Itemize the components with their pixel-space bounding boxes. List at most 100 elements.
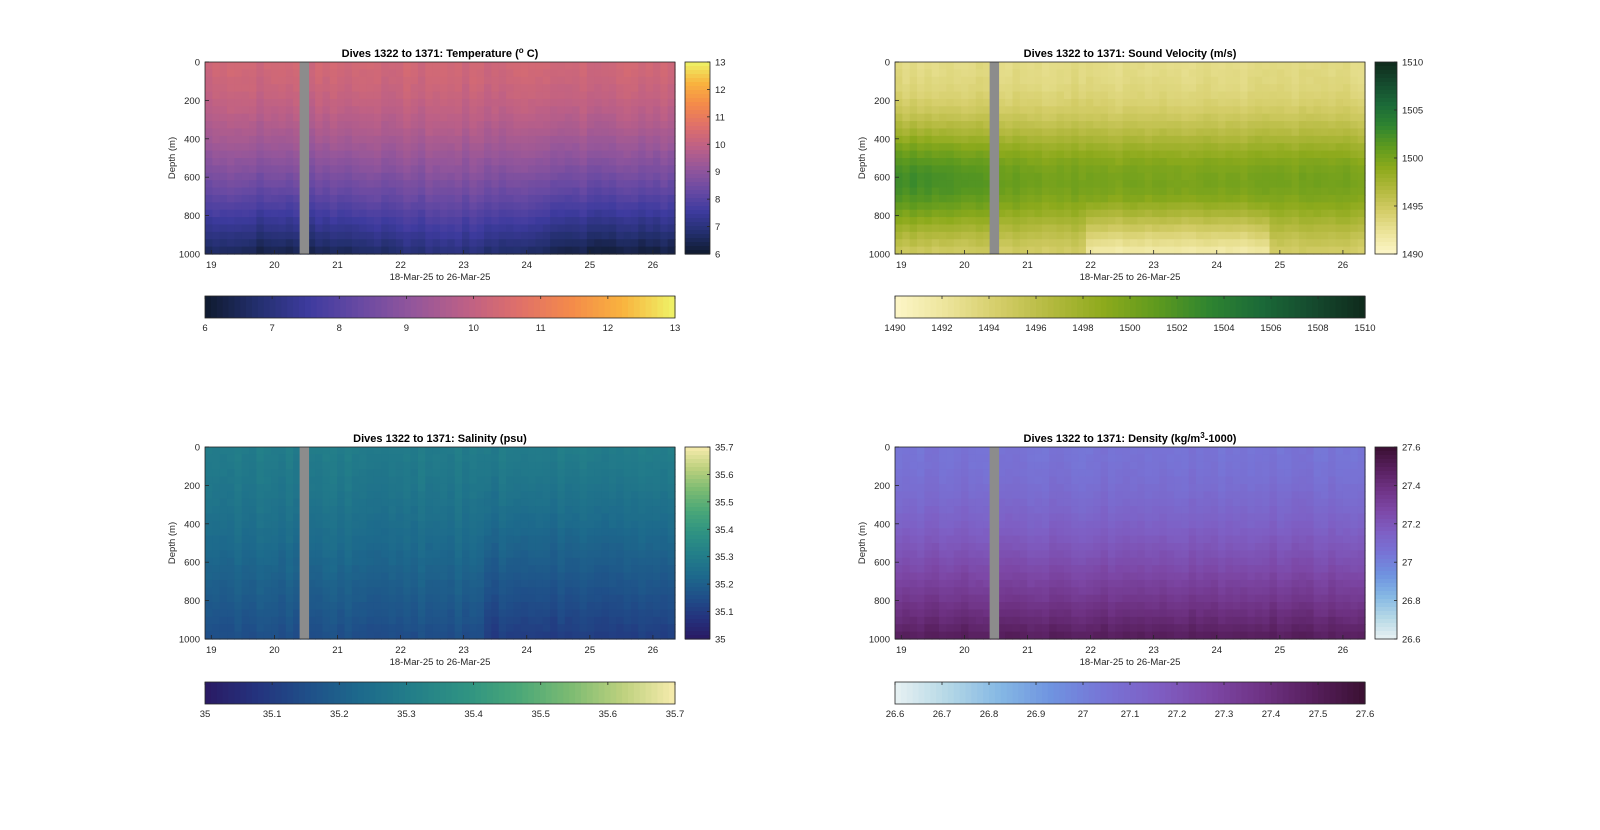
heatmap-cell xyxy=(528,217,537,226)
heatmap-cell xyxy=(513,91,522,100)
heatmap-cell xyxy=(491,572,500,581)
heatmap-cell xyxy=(1225,172,1234,181)
hcolorbar-swatch xyxy=(1271,296,1278,318)
heatmap-cell xyxy=(491,461,500,470)
heatmap-cell xyxy=(307,239,316,248)
heatmap-cell xyxy=(953,187,962,196)
heatmap-cell xyxy=(1306,209,1315,218)
heatmap-cell xyxy=(542,98,551,107)
heatmap-cell xyxy=(1130,246,1138,255)
heatmap-cell xyxy=(572,239,581,248)
heatmap-cell xyxy=(417,476,426,485)
heatmap-cell xyxy=(366,506,375,515)
heatmap-cell xyxy=(1056,91,1065,100)
heatmap-cell xyxy=(1093,135,1102,144)
heatmap-cell xyxy=(1284,217,1293,226)
colorbar-swatch xyxy=(1375,198,1397,203)
heatmap-cell xyxy=(586,106,595,115)
heatmap-cell xyxy=(322,594,331,603)
heatmap-cell xyxy=(447,447,456,455)
heatmap-cell xyxy=(263,150,272,159)
heatmap-cell xyxy=(205,513,213,522)
heatmap-cell xyxy=(403,128,412,137)
heatmap-cell xyxy=(293,113,302,122)
heatmap-cell xyxy=(329,506,338,515)
heatmap-cell xyxy=(660,143,669,152)
heatmap-cell xyxy=(513,158,522,166)
heatmap-cell xyxy=(1188,135,1197,144)
heatmap-cell xyxy=(542,454,551,463)
heatmap-cell xyxy=(307,246,316,255)
heatmap-cell xyxy=(902,91,911,100)
heatmap-cell xyxy=(395,172,404,181)
heatmap-cell xyxy=(249,158,257,166)
heatmap-cell xyxy=(1188,194,1197,203)
heatmap-cell xyxy=(315,491,324,500)
heatmap-cell xyxy=(417,113,426,122)
heatmap-cell xyxy=(263,217,272,226)
heatmap-cell xyxy=(1137,106,1146,115)
heatmap-cell xyxy=(506,520,515,529)
heatmap-cell xyxy=(946,143,955,152)
colorbar-swatch xyxy=(1375,78,1397,83)
heatmap-cell xyxy=(1012,202,1021,211)
heatmap-cell xyxy=(462,239,470,248)
heatmap-cell xyxy=(535,158,544,166)
heatmap-cell xyxy=(271,128,280,137)
heatmap-cell xyxy=(1357,62,1366,70)
horizontal-colorbar xyxy=(205,296,676,318)
heatmap-cell xyxy=(1313,217,1322,226)
colorbar-swatch xyxy=(1375,250,1397,255)
heatmap-cell xyxy=(351,624,360,633)
heatmap-cell xyxy=(1027,180,1036,189)
heatmap-cell xyxy=(1218,180,1227,189)
colorbar-swatch xyxy=(685,142,710,147)
chart-panel: Dives 1322 to 1371: Salinity (psu)19 20 21… xyxy=(167,433,734,720)
heatmap-cell xyxy=(1130,106,1138,115)
heatmap-cell xyxy=(535,180,544,189)
y-tick-label: 600 xyxy=(184,173,200,184)
heatmap-cell xyxy=(645,143,654,152)
heatmap-cell xyxy=(219,239,228,248)
heatmap-cell xyxy=(307,513,316,522)
heatmap-cell xyxy=(337,106,346,115)
heatmap-cell xyxy=(476,469,485,478)
heatmap-cell xyxy=(1218,128,1227,137)
colorbar-swatch xyxy=(685,218,710,223)
heatmap-cell xyxy=(1284,150,1293,159)
heatmap-cell xyxy=(542,447,551,455)
heatmap-cell xyxy=(660,180,669,189)
heatmap-cell xyxy=(1218,84,1227,93)
heatmap-cell xyxy=(395,113,404,122)
heatmap-cell xyxy=(447,572,456,581)
heatmap-cell xyxy=(271,239,280,248)
heatmap-cell xyxy=(256,91,265,100)
heatmap-cell xyxy=(337,624,346,633)
heatmap-cell xyxy=(623,84,632,93)
heatmap-cell xyxy=(1254,98,1263,107)
heatmap-cell xyxy=(476,76,485,85)
heatmap-cell xyxy=(1115,76,1124,85)
heatmap-cell xyxy=(616,187,625,196)
heatmap-cell xyxy=(351,135,360,144)
heatmap-cell xyxy=(366,246,375,255)
heatmap-cell xyxy=(608,172,617,181)
heatmap-cell xyxy=(542,84,551,93)
heatmap-cell xyxy=(381,158,390,166)
heatmap-cell xyxy=(1188,209,1197,218)
heatmap-cell xyxy=(946,150,955,159)
heatmap-cell xyxy=(909,231,918,240)
heatmap-cell xyxy=(417,246,426,255)
heatmap-cell xyxy=(909,121,918,130)
heatmap-cell xyxy=(351,69,360,78)
heatmap-cell xyxy=(329,520,338,529)
heatmap-cell xyxy=(1357,143,1366,152)
heatmap-cell xyxy=(498,579,507,588)
heatmap-cell xyxy=(329,565,338,574)
heatmap-cell xyxy=(337,454,346,463)
heatmap-cell xyxy=(351,62,360,70)
heatmap-cell xyxy=(1247,150,1256,159)
heatmap-cell xyxy=(234,69,243,78)
heatmap-cell xyxy=(1174,84,1182,93)
heatmap-cell xyxy=(454,520,463,529)
